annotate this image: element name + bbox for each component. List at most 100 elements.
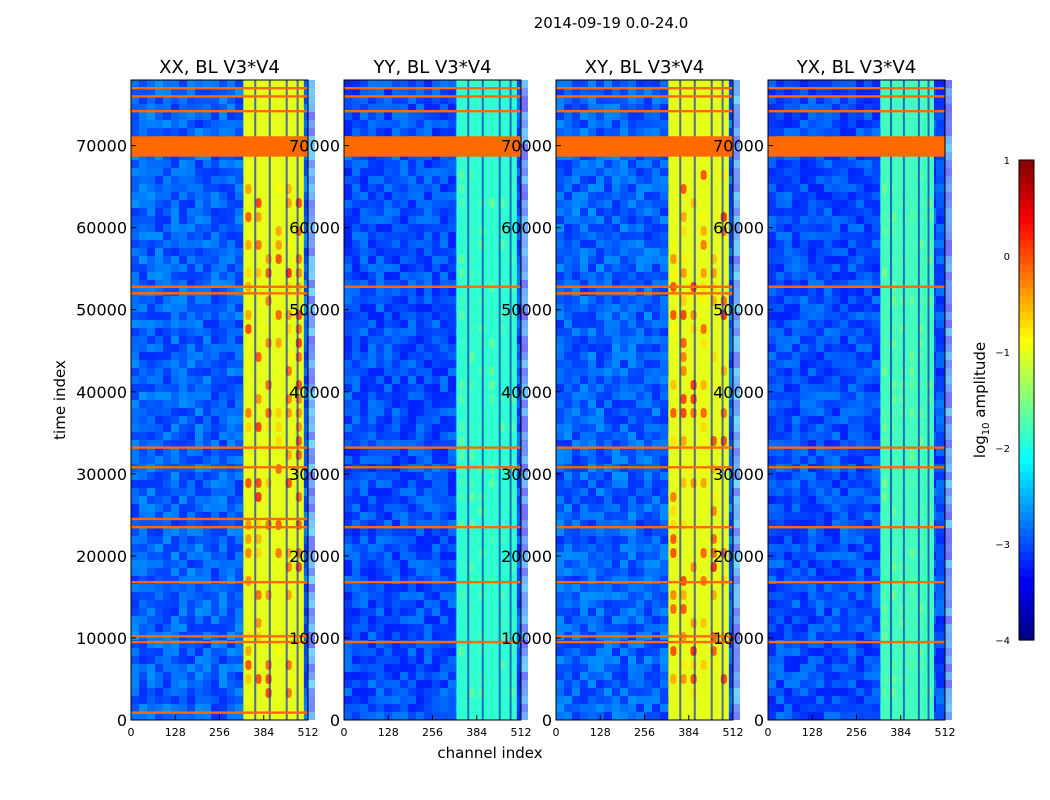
heatmap-cell [131, 592, 139, 600]
heatmap-cell [400, 504, 408, 512]
heatmap-cell [227, 712, 235, 720]
heatmap-cell [732, 352, 740, 360]
heatmap-cell [131, 368, 139, 376]
heatmap-cell [660, 416, 668, 424]
heatmap-cell [139, 640, 147, 648]
heatmap-cell [195, 264, 203, 272]
heatmap-cell [211, 616, 219, 624]
heatmap-cell [171, 344, 179, 352]
heatmap-cell [400, 616, 408, 624]
heatmap-cell [636, 224, 644, 232]
heatmap-cell [307, 608, 315, 616]
heatmap-cell [187, 704, 195, 712]
heatmap-cell [644, 280, 652, 288]
heatmap-cell [384, 584, 392, 592]
heatmap-cell [368, 536, 376, 544]
heatmap-cell [155, 248, 163, 256]
heatmap-cell [195, 520, 203, 528]
heatmap-cell [163, 408, 171, 416]
heatmap-cell [227, 168, 235, 176]
heatmap-cell [179, 712, 187, 720]
heatmap-cell [360, 456, 368, 464]
heatmap-cell [368, 184, 376, 192]
heatmap-cell [376, 208, 384, 216]
heatmap-cell [187, 664, 195, 672]
heatmap-cell [416, 688, 424, 696]
heatmap-cell [392, 336, 400, 344]
heatmap-cell [139, 224, 147, 232]
heatmap-cell [195, 288, 203, 296]
heatmap-cell [219, 80, 227, 88]
heatmap-cell [376, 288, 384, 296]
heatmap-cell [588, 408, 596, 416]
heatmap-cell [612, 192, 620, 200]
heatmap-cell [155, 288, 163, 296]
heatmap-cell [203, 112, 211, 120]
heatmap-cell [235, 128, 243, 136]
heatmap-cell [155, 272, 163, 280]
heatmap-cell [644, 312, 652, 320]
heatmap-cell [187, 480, 195, 488]
heatmap-cell [360, 584, 368, 592]
heatmap-cell [227, 496, 235, 504]
heatmap-cell [416, 616, 424, 624]
heatmap-cell [384, 232, 392, 240]
heatmap-cell [139, 264, 147, 272]
heatmap-cell [620, 200, 628, 208]
heatmap-cell [307, 392, 315, 400]
heatmap-cell [307, 696, 315, 704]
heatmap-cell [139, 416, 147, 424]
heatmap-cell [211, 472, 219, 480]
heatmap-cell [424, 344, 432, 352]
heatmap-cell [352, 352, 360, 360]
heatmap-cell [400, 400, 408, 408]
heatmap-cell [219, 528, 227, 536]
heatmap-cell [131, 352, 139, 360]
heatmap-cell [376, 496, 384, 504]
heatmap-cell [408, 680, 416, 688]
heatmap-cell [448, 592, 456, 600]
x-tick-label: 0 [128, 726, 135, 739]
heatmap-cell [307, 416, 315, 424]
heatmap-cell [219, 96, 227, 104]
heatmap-cell [416, 336, 424, 344]
heatmap-cell [203, 672, 211, 680]
heatmap-cell [227, 320, 235, 328]
heatmap-cell [171, 312, 179, 320]
heatmap-cell [520, 696, 528, 704]
heatmap-cell [235, 560, 243, 568]
heatmap-cell [195, 344, 203, 352]
heatmap-cell [440, 336, 448, 344]
heatmap-cell [163, 128, 171, 136]
heatmap-cell [572, 360, 580, 368]
heatmap-cell [384, 384, 392, 392]
heatmap-cell [360, 624, 368, 632]
heatmap-cell [580, 120, 588, 128]
heatmap-cell [187, 232, 195, 240]
heatmap-cell [732, 152, 740, 160]
heatmap-cell [307, 544, 315, 552]
heatmap-cell [171, 248, 179, 256]
heatmap-cell [612, 328, 620, 336]
y-tick-label: 10000 [76, 629, 127, 648]
heatmap-cell [424, 672, 432, 680]
heatmap-cell [376, 416, 384, 424]
heatmap-cell [520, 560, 528, 568]
heatmap-cell [440, 120, 448, 128]
heatmap-cell [211, 248, 219, 256]
heatmap-cell [344, 112, 352, 120]
heatmap-cell [652, 256, 660, 264]
heatmap-cell [352, 384, 360, 392]
heatmap-cell [660, 80, 668, 88]
heatmap-cell [448, 224, 456, 232]
heatmap-cell [171, 696, 179, 704]
heatmap-cell [211, 392, 219, 400]
heatmap-cell [211, 104, 219, 112]
heatmap-cell [440, 616, 448, 624]
heatmap-cell [604, 160, 612, 168]
heatmap-blotch [245, 548, 252, 558]
heatmap-cell [612, 248, 620, 256]
heatmap-cell [344, 264, 352, 272]
heatmap-cell [572, 208, 580, 216]
heatmap-cell [360, 312, 368, 320]
